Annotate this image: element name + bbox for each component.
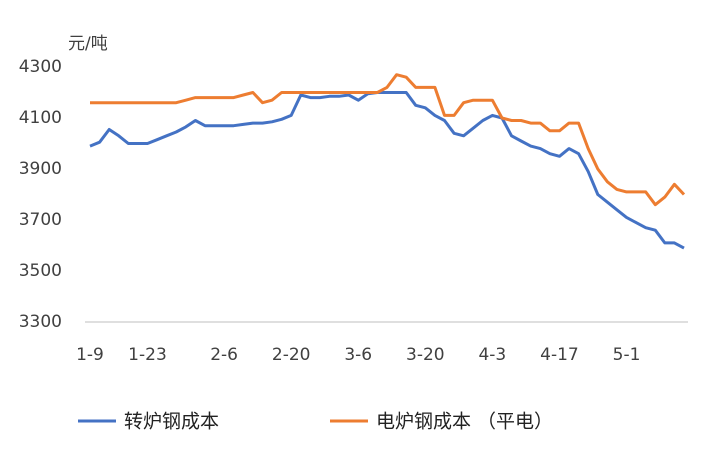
y-tick-label: 3700 — [19, 210, 62, 230]
x-tick-label: 3-6 — [344, 345, 372, 365]
legend-label: 转炉钢成本 — [124, 411, 219, 433]
series-line — [90, 73, 686, 207]
y-tick-label: 4100 — [19, 108, 62, 128]
x-tick-label: 4-17 — [540, 345, 579, 365]
y-tick-label: 3900 — [19, 159, 62, 179]
x-tick-label: 2-20 — [272, 345, 311, 365]
legend-label: 电炉钢成本 （平电） — [376, 411, 553, 433]
x-tick-label: 1-23 — [128, 345, 167, 365]
x-tick-label: 4-3 — [478, 345, 506, 365]
y-unit: 元/吨 — [68, 34, 108, 54]
series-line — [89, 91, 685, 250]
x-tick-label: 3-20 — [406, 345, 445, 365]
x-tick-label: 2-6 — [210, 345, 238, 365]
y-tick-label: 4300 — [19, 57, 62, 77]
y-tick-label: 3300 — [19, 312, 62, 332]
legend: 转炉钢成本 电炉钢成本 （平电） — [78, 411, 553, 433]
x-tick-label: 1-9 — [76, 345, 104, 365]
y-tick-label: 3500 — [19, 261, 62, 281]
x-tick-label: 5-1 — [613, 345, 641, 365]
